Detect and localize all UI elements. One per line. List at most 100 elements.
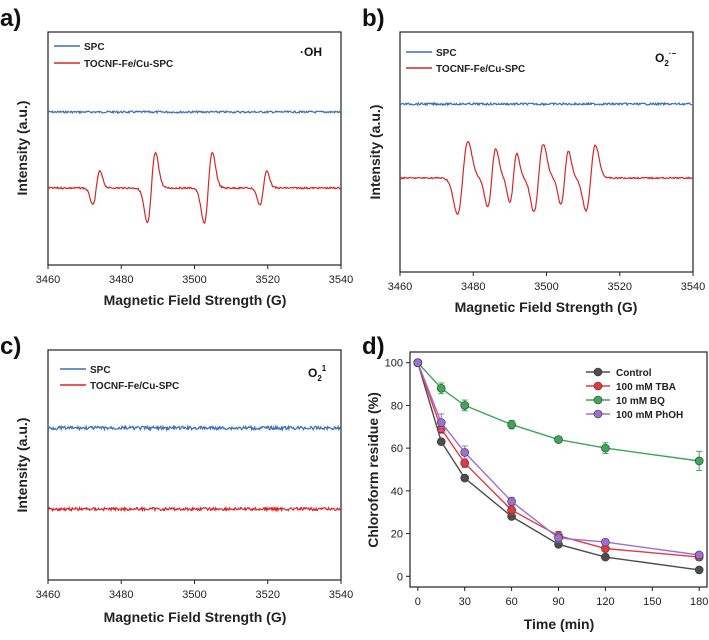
data-point bbox=[460, 458, 470, 468]
legend-label-spc: SPC bbox=[84, 42, 105, 53]
data-point bbox=[554, 435, 563, 444]
data-point bbox=[694, 565, 704, 575]
panel-a: a) 3460 3480 3500 3520 3540 Magnetic Field S… bbox=[0, 5, 353, 308]
legend-label-spc: SPC bbox=[90, 365, 111, 376]
panel-d-label: d) bbox=[362, 333, 385, 360]
panel-b-species-main: O bbox=[655, 51, 664, 65]
x-tick-label: 3540 bbox=[681, 281, 705, 293]
panel-c-tocnf-spectrum bbox=[47, 505, 342, 513]
data-point bbox=[460, 473, 470, 483]
data-point bbox=[554, 533, 563, 543]
panel-b-spc-spectrum bbox=[399, 101, 694, 107]
x-tick-label: 3540 bbox=[329, 274, 353, 286]
panel-a-spc-spectrum bbox=[47, 109, 342, 115]
panel-b-xlabel: Magnetic Field Strength (G) bbox=[455, 299, 638, 315]
x-tick-label: 3520 bbox=[256, 589, 280, 601]
panel-a-tocnf-spectrum bbox=[47, 151, 342, 224]
legend-label: 100 mM PhOH bbox=[616, 410, 683, 421]
panel-b-x-ticks: 3460 3480 3500 3520 3540 bbox=[388, 272, 705, 293]
data-point bbox=[460, 401, 470, 410]
panel-c-legend: SPC TOCNF-Fe/Cu-SPC bbox=[60, 365, 179, 392]
x-tick-label: 120 bbox=[596, 596, 614, 608]
x-tick-label: 90 bbox=[552, 596, 564, 608]
data-point bbox=[413, 358, 423, 367]
y-tick-label: 100 bbox=[385, 358, 403, 370]
panel-b-ylabel: Intensity (a.u.) bbox=[367, 105, 383, 200]
panel-b-species: O2·− bbox=[655, 49, 676, 68]
panel-c-xlabel: Magnetic Field Strength (G) bbox=[104, 609, 287, 625]
panel-a-x-ticks: 3460 3480 3500 3520 3540 bbox=[36, 265, 353, 286]
x-tick-label: 3500 bbox=[182, 589, 206, 601]
data-point bbox=[694, 550, 704, 560]
legend-label: 10 mM BQ bbox=[616, 396, 665, 407]
panel-d-ylabel: Chloroform residue (%) bbox=[365, 392, 381, 548]
panel-a-species-main: ·OH bbox=[300, 45, 322, 59]
data-point bbox=[601, 443, 610, 453]
y-tick-label: 40 bbox=[391, 486, 403, 498]
panel-d-y-ticks: 0 20 40 60 80 100 bbox=[385, 358, 410, 583]
panel-c-species-main: O bbox=[308, 366, 317, 380]
panel-b-species-sup: ·− bbox=[669, 49, 677, 58]
panel-c-label: c) bbox=[0, 333, 21, 360]
panel-d-legend: Control 100 mM TBA 10 mM BQ 100 mM PhOH bbox=[586, 367, 683, 421]
panel-b-tocnf-spectrum bbox=[399, 141, 694, 215]
panel-b: b) 3460 3480 3500 3520 3540 Magnetic Field S… bbox=[362, 5, 705, 315]
x-tick-label: 150 bbox=[643, 596, 661, 608]
x-tick-label: 3460 bbox=[388, 281, 412, 293]
panel-d-series bbox=[413, 358, 704, 575]
y-tick-label: 80 bbox=[391, 400, 403, 412]
data-point bbox=[436, 384, 446, 393]
data-point bbox=[694, 456, 704, 466]
panel-a-ylabel: Intensity (a.u.) bbox=[14, 101, 30, 196]
x-tick-label: 60 bbox=[505, 596, 517, 608]
data-point bbox=[601, 537, 610, 547]
panel-c-species-sup: 1 bbox=[322, 364, 327, 373]
legend-label-spc: SPC bbox=[436, 48, 457, 59]
x-tick-label: 0 bbox=[415, 596, 421, 608]
panel-c-spc-spectrum bbox=[47, 424, 342, 432]
panel-b-label: b) bbox=[362, 5, 385, 32]
panel-d: d) 0 30 60 90 120 150 180 0 20 40 60 80 100 Time (m… bbox=[362, 333, 708, 632]
panel-a-legend: SPC TOCNF-Fe/Cu-SPC bbox=[54, 42, 173, 70]
data-point bbox=[507, 420, 516, 429]
panel-c-species: O21 bbox=[308, 364, 327, 383]
legend-marker bbox=[593, 395, 603, 405]
legend-marker bbox=[593, 381, 603, 391]
panel-c-ylabel: Intensity (a.u.) bbox=[14, 418, 30, 513]
x-tick-label: 3460 bbox=[36, 274, 60, 286]
series-100-mm-phoh bbox=[413, 358, 704, 560]
panel-c-x-ticks: 3460 3480 3500 3520 3540 bbox=[36, 580, 353, 601]
data-point bbox=[601, 552, 610, 562]
legend-marker bbox=[593, 367, 603, 377]
data-point bbox=[507, 497, 516, 506]
legend-label: Control bbox=[616, 368, 652, 379]
x-tick-label: 3500 bbox=[534, 281, 558, 293]
legend-label: 100 mM TBA bbox=[616, 382, 676, 393]
y-tick-label: 20 bbox=[391, 529, 403, 541]
x-tick-label: 3540 bbox=[329, 589, 353, 601]
data-point bbox=[460, 448, 470, 457]
panel-c: c) 3460 3480 3500 3520 3540 Magnetic Field S… bbox=[0, 333, 353, 625]
panel-a-xlabel: Magnetic Field Strength (G) bbox=[104, 292, 287, 308]
panel-b-species-sub: 2 bbox=[664, 59, 669, 68]
panel-d-x-ticks: 0 30 60 90 120 150 180 bbox=[415, 587, 708, 608]
panel-d-xlabel: Time (min) bbox=[524, 616, 595, 632]
panel-a-label: a) bbox=[0, 5, 21, 32]
panel-b-legend: SPC TOCNF-Fe/Cu-SPC bbox=[406, 48, 525, 75]
legend-marker bbox=[593, 409, 603, 419]
legend-label-tocnf: TOCNF-Fe/Cu-SPC bbox=[90, 381, 179, 392]
x-tick-label: 3460 bbox=[36, 589, 60, 601]
x-tick-label: 3480 bbox=[461, 281, 485, 293]
x-tick-label: 3480 bbox=[109, 589, 133, 601]
x-tick-label: 30 bbox=[459, 596, 471, 608]
x-tick-label: 3480 bbox=[109, 274, 133, 286]
y-tick-label: 0 bbox=[397, 571, 403, 583]
x-tick-label: 3500 bbox=[182, 274, 206, 286]
data-point bbox=[507, 505, 516, 515]
data-point bbox=[436, 437, 446, 447]
panel-c-species-sub: 2 bbox=[317, 374, 322, 383]
legend-label-tocnf: TOCNF-Fe/Cu-SPC bbox=[84, 59, 173, 70]
x-tick-label: 3520 bbox=[608, 281, 632, 293]
data-point bbox=[436, 418, 446, 427]
